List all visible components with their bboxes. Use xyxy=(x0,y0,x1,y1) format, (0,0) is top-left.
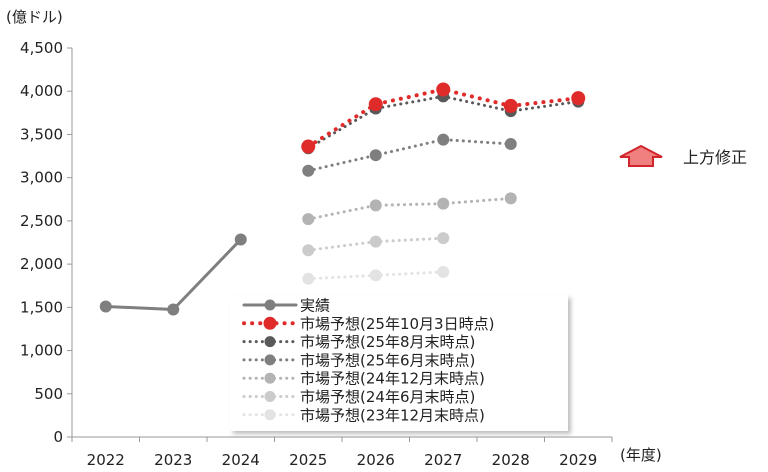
x-tick-label: 2027 xyxy=(424,451,462,469)
series-5 xyxy=(302,232,450,257)
y-tick-label: 3,500 xyxy=(20,125,63,143)
data-point xyxy=(302,244,315,257)
data-point xyxy=(234,233,247,246)
data-point xyxy=(302,213,315,226)
data-point xyxy=(368,97,383,112)
legend-label-6: 市場予想(23年12月末時点) xyxy=(300,406,485,424)
data-point xyxy=(302,272,315,285)
legend: 実績市場予想(25年10月3日時点)市場予想(25年8月末時点)市場予想(25年… xyxy=(230,295,568,431)
y-tick-label: 3,000 xyxy=(20,169,63,187)
data-point xyxy=(302,164,315,177)
legend-label-3: 市場予想(25年6月末時点) xyxy=(300,351,475,369)
series-layer xyxy=(99,82,586,316)
legend-marker-1 xyxy=(263,316,277,330)
series-line xyxy=(306,138,513,173)
data-point xyxy=(571,91,586,106)
legend-box xyxy=(230,295,568,431)
series-line xyxy=(306,196,513,221)
y-tick-label: 4,500 xyxy=(20,39,63,57)
data-point xyxy=(504,192,517,205)
series-line xyxy=(104,237,243,311)
x-tick-label: 2025 xyxy=(289,451,327,469)
y-tick-label: 1,000 xyxy=(20,342,63,360)
legend-marker-6 xyxy=(264,409,276,421)
y-axis: 0 500 1,000 1,500 2,000 2,500 3,000 3,500 4,000 4… xyxy=(20,39,73,446)
legend-marker-3 xyxy=(264,354,276,366)
data-point xyxy=(99,300,112,313)
data-point xyxy=(437,133,450,146)
y-tick-label: 4,000 xyxy=(20,82,63,100)
series-3 xyxy=(302,133,517,177)
y-tick-label: 2,000 xyxy=(20,255,63,273)
series-6 xyxy=(302,265,450,285)
legend-marker-0 xyxy=(264,299,276,311)
legend-label-0: 実績 xyxy=(300,297,330,315)
legend-marker-4 xyxy=(264,372,276,384)
x-tick-label: 2026 xyxy=(357,451,395,469)
data-point xyxy=(301,139,316,154)
legend-marker-5 xyxy=(264,391,276,402)
data-point xyxy=(167,303,180,316)
data-point xyxy=(437,265,450,278)
data-point xyxy=(503,98,518,113)
x-axis-label: (年度) xyxy=(620,446,662,464)
series-1 xyxy=(301,82,586,154)
data-point xyxy=(437,232,450,245)
legend-label-5: 市場予想(24年6月末時点) xyxy=(300,388,475,406)
y-tick-label: 500 xyxy=(34,385,63,403)
data-point xyxy=(504,137,517,150)
legend-marker-2 xyxy=(264,336,276,348)
data-point xyxy=(369,199,382,212)
data-point xyxy=(436,82,451,97)
data-point xyxy=(369,149,382,162)
x-tick-label: 2024 xyxy=(222,451,260,469)
legend-label-1: 市場予想(25年10月3日時点) xyxy=(300,315,494,333)
annotation-label: 上方修正 xyxy=(683,148,747,167)
legend-label-2: 市場予想(25年8月末時点) xyxy=(300,333,475,351)
data-point xyxy=(437,197,450,210)
x-tick-label: 2028 xyxy=(492,451,530,469)
series-0 xyxy=(99,233,247,316)
y-axis-label: (億ドル) xyxy=(6,8,63,26)
legend-label-4: 市場予想(24年12月末時点) xyxy=(300,370,485,388)
x-axis: 2022 2023 2024 2025 2026 2027 2028 2029 xyxy=(71,436,613,469)
up-arrow-icon xyxy=(619,144,663,167)
data-point xyxy=(369,235,382,248)
series-4 xyxy=(302,192,517,226)
x-tick-label: 2029 xyxy=(559,451,597,469)
x-tick-label: 2022 xyxy=(87,451,125,469)
y-tick-label: 1,500 xyxy=(20,298,63,316)
y-tick-label: 2,500 xyxy=(20,212,63,230)
upward-revision-annotation: 上方修正 xyxy=(619,144,747,167)
data-point xyxy=(369,269,382,282)
x-tick-label: 2023 xyxy=(154,451,192,469)
y-tick-label: 0 xyxy=(53,428,63,446)
